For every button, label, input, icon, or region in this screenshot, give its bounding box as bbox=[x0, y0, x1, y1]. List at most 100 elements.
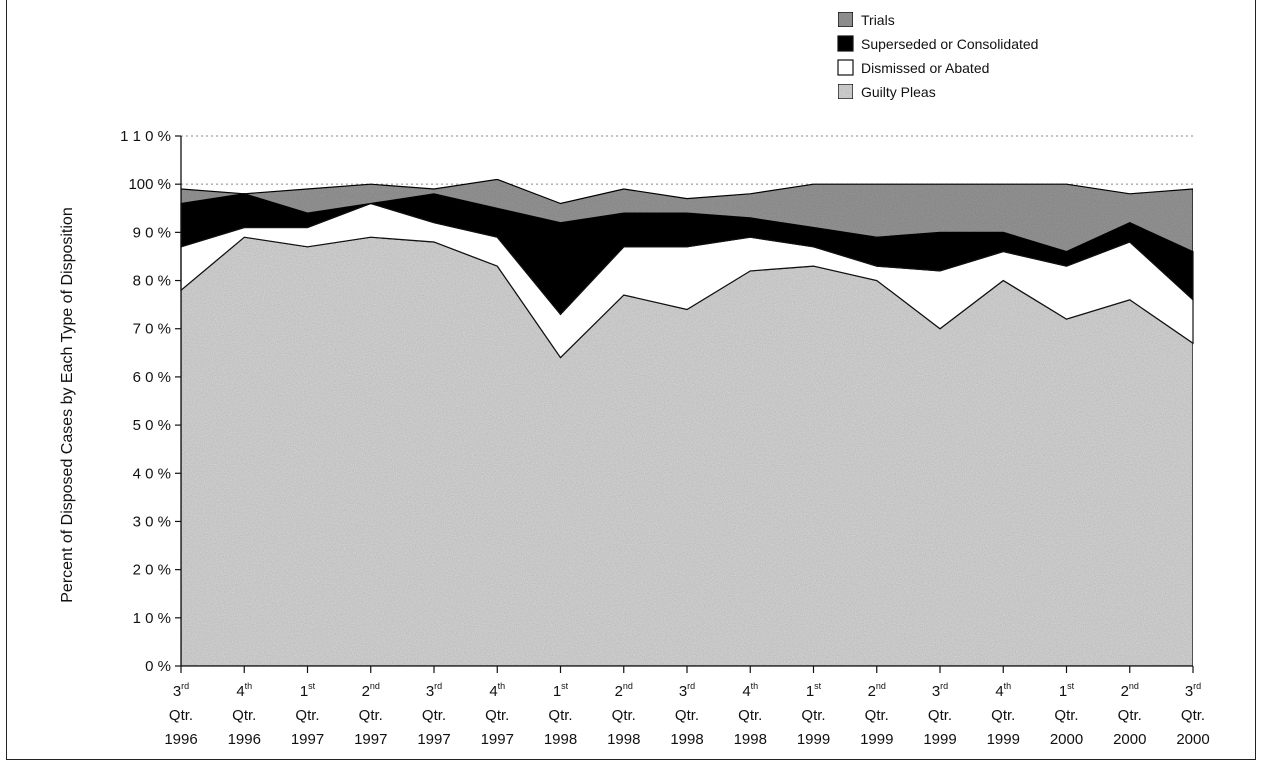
y-axis-ticks: 0 % 1 0 % 2 0 % 3 0 % 4 0 % 5 0 % 6 0 % 7 0 % 8 … bbox=[120, 128, 181, 675]
x-tick-label: 4th Qtr. 1996 bbox=[228, 681, 261, 748]
legend-label: Trials bbox=[861, 12, 895, 28]
x-tick-label: 4th Qtr. 1999 bbox=[987, 681, 1020, 748]
y-tick-label: 9 0 % bbox=[133, 224, 171, 241]
legend-label: Superseded or Consolidated bbox=[861, 36, 1038, 52]
legend-label: Guilty Pleas bbox=[861, 84, 936, 100]
area-series bbox=[180, 178, 1194, 667]
x-tick-ordinal: 2nd bbox=[868, 681, 886, 700]
x-tick-year: 1997 bbox=[481, 731, 514, 748]
x-tick-label: 3rd Qtr. 1999 bbox=[923, 681, 956, 748]
x-tick-ordinal: 3rd bbox=[932, 681, 948, 700]
x-tick-ordinal: 1st bbox=[1059, 681, 1075, 700]
x-tick-label: 1st Qtr. 1999 bbox=[797, 681, 830, 748]
x-tick-ordinal: 3rd bbox=[173, 681, 189, 700]
x-tick-label: 3rd Qtr. 1997 bbox=[417, 681, 450, 748]
legend-swatch bbox=[837, 11, 854, 28]
y-tick-label: 7 0 % bbox=[133, 321, 171, 338]
x-tick-year: 1999 bbox=[923, 731, 956, 748]
x-tick-year: 1998 bbox=[670, 731, 703, 748]
y-tick-label: 5 0 % bbox=[133, 417, 171, 434]
x-tick-qtr: Qtr. bbox=[865, 707, 889, 724]
x-tick-ordinal: 4th bbox=[995, 681, 1011, 700]
x-tick-qtr: Qtr. bbox=[612, 707, 636, 724]
x-tick-ordinal: 3rd bbox=[1185, 681, 1201, 700]
gridlines bbox=[181, 135, 1193, 185]
x-tick-year: 1998 bbox=[607, 731, 640, 748]
x-tick-qtr: Qtr. bbox=[928, 707, 952, 724]
legend: Trials Superseded or Consolidated Dismisse… bbox=[837, 11, 1038, 100]
x-tick-ordinal: 4th bbox=[236, 681, 252, 700]
x-tick-ordinal: 4th bbox=[489, 681, 505, 700]
legend-item: Trials bbox=[837, 11, 895, 28]
x-tick-qtr: Qtr. bbox=[295, 707, 319, 724]
y-tick-label: 100 % bbox=[128, 176, 171, 193]
x-tick-ordinal: 1st bbox=[553, 681, 569, 700]
legend-label: Dismissed or Abated bbox=[861, 60, 989, 76]
x-tick-label: 2nd Qtr. 1999 bbox=[860, 681, 893, 748]
x-axis-ticks: 3rd Qtr. 1996 4th Qtr. 1996 1st Qtr. 1997 2nd Qtr.… bbox=[164, 666, 1210, 748]
x-tick-qtr: Qtr. bbox=[1054, 707, 1078, 724]
x-tick-label: 1st Qtr. 2000 bbox=[1050, 681, 1083, 748]
x-tick-qtr: Qtr. bbox=[359, 707, 383, 724]
x-tick-label: 4th Qtr. 1997 bbox=[481, 681, 514, 748]
legend-item: Superseded or Consolidated bbox=[837, 35, 1038, 52]
x-tick-label: 3rd Qtr. 1998 bbox=[670, 681, 703, 748]
legend-item: Dismissed or Abated bbox=[837, 59, 989, 76]
x-tick-qtr: Qtr. bbox=[169, 707, 193, 724]
x-tick-qtr: Qtr. bbox=[801, 707, 825, 724]
x-tick-qtr: Qtr. bbox=[1181, 707, 1205, 724]
y-tick-label: 4 0 % bbox=[133, 465, 171, 482]
y-tick-label: 1 1 0 % bbox=[120, 128, 171, 145]
x-tick-label: 3rd Qtr. 2000 bbox=[1176, 681, 1209, 748]
x-tick-qtr: Qtr. bbox=[485, 707, 509, 724]
x-tick-label: 2nd Qtr. 1998 bbox=[607, 681, 640, 748]
x-tick-qtr: Qtr. bbox=[422, 707, 446, 724]
x-tick-year: 1996 bbox=[228, 731, 261, 748]
y-tick-label: 1 0 % bbox=[133, 610, 171, 627]
legend-swatch bbox=[837, 35, 854, 52]
x-tick-label: 3rd Qtr. 1996 bbox=[164, 681, 197, 748]
x-tick-ordinal: 4th bbox=[742, 681, 758, 700]
x-tick-label: 1st Qtr. 1998 bbox=[544, 681, 577, 748]
x-tick-ordinal: 2nd bbox=[362, 681, 380, 700]
y-tick-label: 6 0 % bbox=[133, 369, 171, 386]
x-tick-year: 1997 bbox=[291, 731, 324, 748]
x-tick-year: 2000 bbox=[1050, 731, 1083, 748]
x-tick-year: 1999 bbox=[797, 731, 830, 748]
legend-item: Guilty Pleas bbox=[837, 83, 936, 100]
x-tick-ordinal: 1st bbox=[300, 681, 316, 700]
x-tick-label: 2nd Qtr. 2000 bbox=[1113, 681, 1146, 748]
x-tick-ordinal: 1st bbox=[806, 681, 822, 700]
x-tick-qtr: Qtr. bbox=[991, 707, 1015, 724]
x-tick-qtr: Qtr. bbox=[1118, 707, 1142, 724]
x-tick-ordinal: 2nd bbox=[615, 681, 633, 700]
x-tick-year: 2000 bbox=[1176, 731, 1209, 748]
chart-frame bbox=[6, 0, 1256, 760]
x-tick-qtr: Qtr. bbox=[232, 707, 256, 724]
legend-swatch bbox=[837, 83, 854, 100]
x-tick-year: 1998 bbox=[544, 731, 577, 748]
y-axis-label: Percent of Disposed Cases by Each Type o… bbox=[59, 207, 76, 602]
legend-swatch bbox=[837, 59, 854, 76]
x-tick-label: 4th Qtr. 1998 bbox=[734, 681, 767, 748]
x-tick-qtr: Qtr. bbox=[675, 707, 699, 724]
x-tick-year: 1997 bbox=[417, 731, 450, 748]
x-tick-ordinal: 3rd bbox=[679, 681, 695, 700]
y-tick-label: 8 0 % bbox=[133, 273, 171, 290]
x-tick-label: 2nd Qtr. 1997 bbox=[354, 681, 387, 748]
y-tick-label: 0 % bbox=[145, 658, 171, 675]
x-tick-year: 1999 bbox=[860, 731, 893, 748]
x-tick-year: 1996 bbox=[164, 731, 197, 748]
x-tick-ordinal: 2nd bbox=[1121, 681, 1139, 700]
x-tick-ordinal: 3rd bbox=[426, 681, 442, 700]
x-tick-year: 1999 bbox=[987, 731, 1020, 748]
area-trials bbox=[180, 178, 1194, 253]
x-tick-year: 2000 bbox=[1113, 731, 1146, 748]
x-tick-year: 1998 bbox=[734, 731, 767, 748]
x-tick-year: 1997 bbox=[354, 731, 387, 748]
y-tick-label: 3 0 % bbox=[133, 513, 171, 530]
y-tick-label: 2 0 % bbox=[133, 562, 171, 579]
x-tick-label: 1st Qtr. 1997 bbox=[291, 681, 324, 748]
x-tick-qtr: Qtr. bbox=[548, 707, 572, 724]
